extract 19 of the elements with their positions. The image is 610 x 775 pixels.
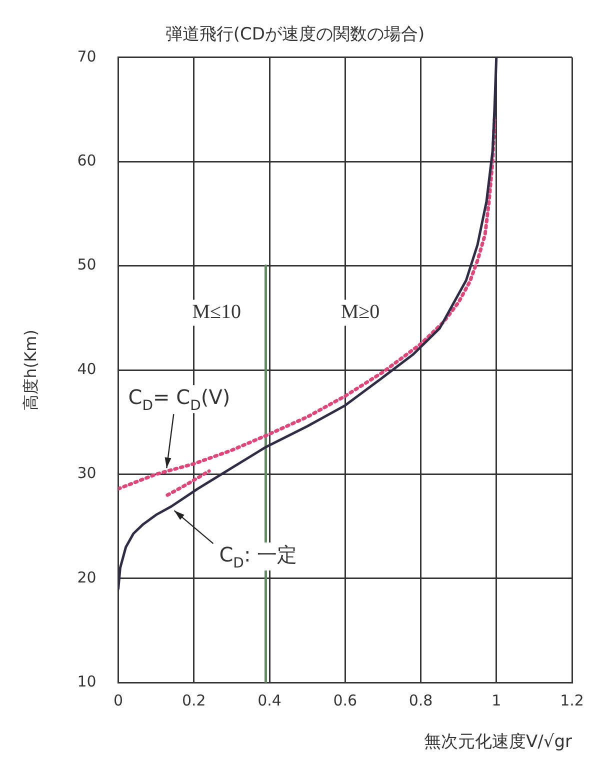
y-tick-label: 70 (77, 47, 96, 66)
x-tick-label: 0 (114, 691, 124, 710)
y-axis-title: 高度h(Km) (20, 330, 40, 410)
y-tick-label: 40 (77, 360, 96, 378)
y-tick-label: 50 (77, 256, 96, 274)
x-tick-label: 0.2 (182, 691, 206, 710)
chart-title: 弾道飛行(CDが速度の関数の場合) (165, 24, 425, 45)
x-tick-label: 0.4 (258, 691, 282, 710)
x-tick-label: 0.8 (408, 691, 433, 710)
x-axis-title: 無次元化速度V/√gr (424, 732, 572, 752)
y-tick-label: 30 (77, 464, 96, 482)
y-tick-label: 20 (77, 568, 96, 586)
y-tick-label: 10 (77, 672, 96, 690)
y-tick-label: 60 (77, 151, 96, 170)
annotation: M≤10 (192, 300, 241, 323)
x-tick-label: 0.6 (333, 691, 358, 710)
x-tick-label: 1 (492, 691, 502, 710)
annotation: M≥0 (340, 300, 380, 323)
x-tick-label: 1.2 (560, 691, 584, 710)
